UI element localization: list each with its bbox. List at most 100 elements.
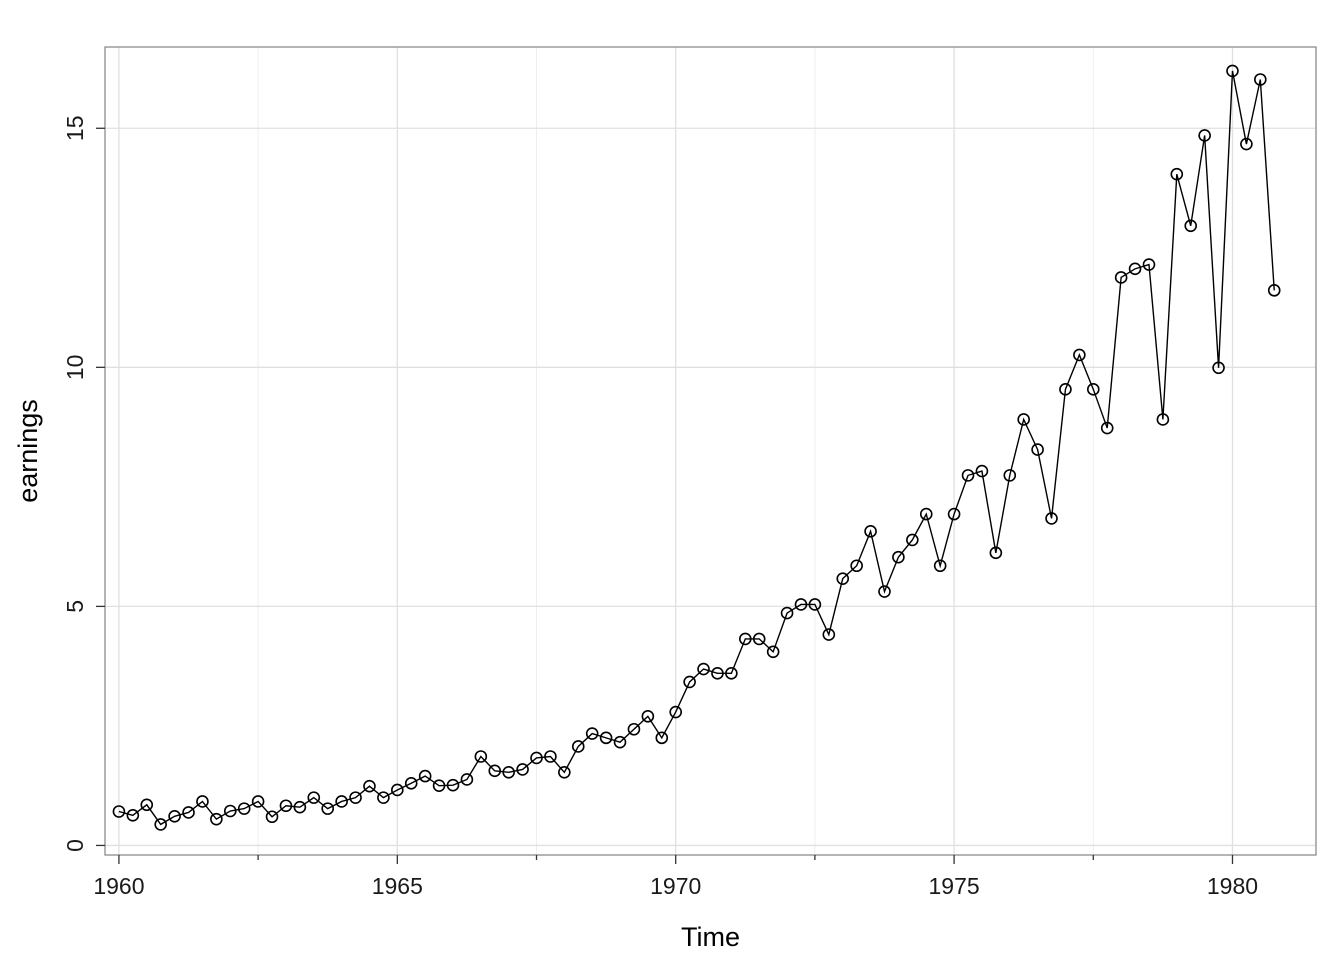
data-point (474, 750, 488, 763)
data-point (1240, 137, 1253, 151)
data-point (391, 783, 404, 797)
data-point (1114, 271, 1128, 284)
data-point (154, 818, 167, 831)
x-axis-title: Time (681, 922, 740, 952)
data-point (210, 812, 223, 826)
data-point (711, 667, 724, 680)
y-tick-label: 10 (62, 355, 88, 381)
data-point (279, 799, 293, 813)
x-tick-label: 1960 (93, 873, 144, 899)
data-point (1086, 383, 1100, 396)
data-point (878, 585, 891, 598)
data-point (1184, 219, 1198, 233)
data-point (544, 750, 557, 763)
data-point (168, 809, 181, 823)
data-point (780, 606, 794, 620)
data-point (404, 776, 418, 790)
data-point (655, 731, 669, 745)
x-tick-label: 1965 (372, 873, 423, 899)
data-point (766, 645, 780, 659)
data-point (1198, 129, 1211, 142)
data-point (1017, 413, 1030, 426)
data-point (794, 598, 808, 611)
data-point (530, 751, 543, 765)
y-axis-title: earnings (13, 399, 43, 503)
data-point (265, 810, 279, 824)
data-point (251, 795, 265, 808)
grid-lines (105, 47, 1316, 855)
data-point (1170, 167, 1184, 181)
data-point (933, 559, 947, 573)
y-tick-label: 0 (62, 839, 88, 852)
data-point (1267, 284, 1281, 297)
data-point (892, 550, 905, 564)
data-point (446, 778, 460, 792)
data-point (363, 779, 376, 793)
data-point (599, 731, 613, 745)
data-point (697, 662, 710, 676)
data-point (502, 765, 515, 779)
data-point (683, 675, 696, 689)
axis-ticks: 1960 1965 1970 1975 1980 0 5 10 15 (62, 115, 1258, 899)
x-tick-label: 1980 (1207, 873, 1258, 899)
data-point (627, 722, 641, 736)
y-tick-label: 5 (62, 600, 88, 613)
data-point (377, 791, 390, 804)
data-point (989, 546, 1003, 560)
data-point (237, 802, 251, 815)
data-point (641, 710, 655, 723)
data-point (864, 525, 877, 538)
data-point (1226, 64, 1239, 78)
data-point (822, 628, 836, 641)
data-point (349, 791, 362, 804)
data-point (488, 764, 502, 778)
data-point (460, 773, 474, 786)
data-point (919, 507, 933, 521)
data-point (752, 632, 766, 646)
data-point (1254, 73, 1267, 86)
data-point (307, 791, 321, 804)
data-point (613, 735, 627, 749)
data-point (947, 507, 961, 521)
data-point (182, 806, 195, 819)
data-point (293, 800, 307, 814)
data-point (738, 632, 752, 646)
data-point (836, 572, 850, 585)
data-point (140, 798, 154, 812)
data-point (223, 804, 237, 818)
data-point (1045, 512, 1058, 525)
data-point (432, 779, 446, 792)
data-point (1212, 361, 1225, 375)
data-point (1031, 443, 1044, 456)
series-line (118, 70, 1275, 826)
data-point (516, 763, 529, 776)
data-point (1128, 262, 1142, 276)
x-tick-label: 1970 (650, 873, 701, 899)
data-point (126, 809, 140, 822)
data-point (808, 598, 822, 611)
data-point (112, 805, 126, 818)
data-point (418, 769, 432, 783)
data-point (1156, 413, 1170, 426)
data-point (1142, 258, 1156, 271)
plot-panel-border (104, 46, 1317, 856)
data-point (669, 705, 683, 719)
data-point (335, 795, 348, 808)
data-point (1073, 348, 1086, 362)
data-point (321, 802, 335, 815)
x-tick-label: 1975 (929, 873, 980, 899)
data-point (585, 727, 599, 740)
data-point (558, 765, 571, 779)
data-point (850, 559, 863, 573)
data-point (725, 667, 738, 680)
data-point (196, 795, 209, 808)
data-point (961, 469, 975, 482)
earnings-series (112, 64, 1281, 831)
data-point (1059, 383, 1072, 396)
data-point (1003, 469, 1017, 482)
data-point (1100, 421, 1114, 435)
y-tick-label: 15 (62, 115, 88, 141)
data-point (906, 533, 919, 547)
data-point (571, 740, 585, 753)
